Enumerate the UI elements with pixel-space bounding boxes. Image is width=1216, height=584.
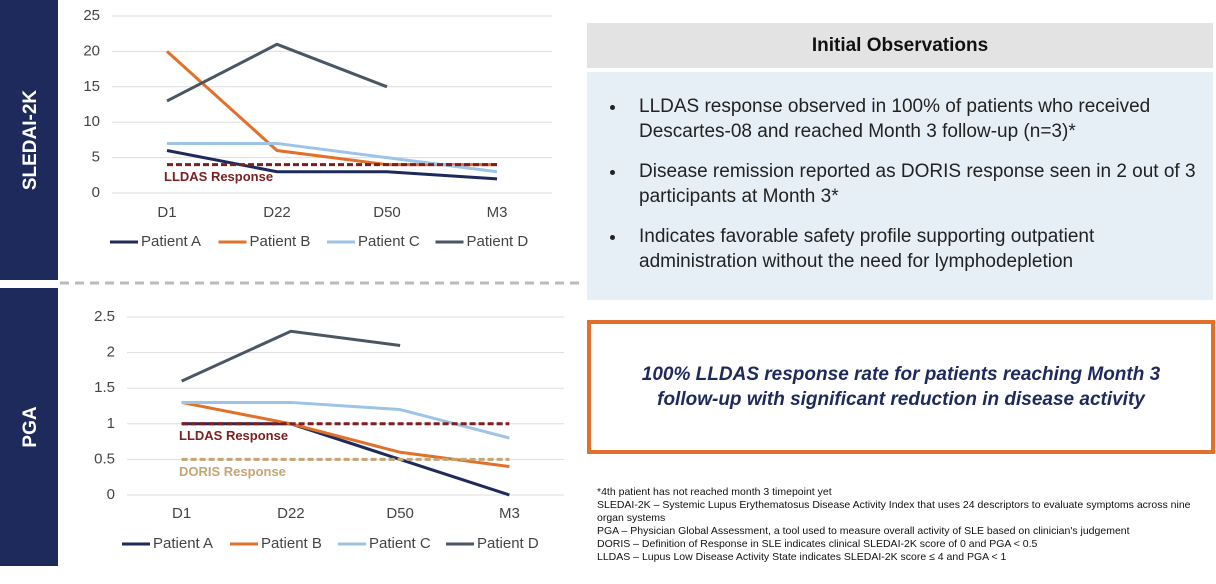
reference-label: LLDAS Response [164, 169, 273, 184]
footnote: SLEDAI-2K – Systemic Lupus Erythematosus… [597, 499, 1191, 524]
highlight-box: 100% LLDAS response rate for patients re… [587, 320, 1215, 454]
y-tick-label: 0 [107, 486, 115, 503]
legend-label: Patient C [369, 535, 431, 552]
legend-label: Patient C [358, 233, 420, 250]
x-tick-label: D50 [373, 204, 401, 221]
footnote: DORIS – Definition of Response in SLE in… [597, 538, 1038, 550]
y-tick-label: 5 [92, 149, 100, 166]
observations-title: Initial Observations [587, 23, 1213, 68]
y-tick-label: 15 [83, 78, 100, 95]
x-tick-label: M3 [487, 204, 508, 221]
bullet-list: LLDAS response observed in 100% of patie… [599, 94, 1199, 274]
panel-label: SLEDAI-2K [20, 90, 41, 191]
footnote: PGA – Physician Global Assessment, a too… [597, 525, 1130, 537]
legend-label: Patient D [467, 233, 529, 250]
legend-label: Patient B [261, 535, 322, 552]
x-tick-label: D22 [277, 505, 305, 522]
x-tick-label: D1 [157, 204, 176, 221]
reference-label: LLDAS Response [179, 428, 288, 443]
series-line [166, 42, 388, 103]
y-tick-label: 2.5 [94, 308, 115, 325]
y-tick-label: 0.5 [94, 450, 115, 467]
y-tick-label: 1 [107, 415, 115, 432]
y-tick-label: 1.5 [94, 379, 115, 396]
reference-label: DORIS Response [179, 464, 286, 479]
bullet: Disease remission reported as DORIS resp… [627, 159, 1199, 209]
legend-label: Patient B [250, 233, 311, 250]
y-tick-label: 2 [107, 344, 115, 361]
panel-band [0, 0, 58, 280]
footnotes: *4th patient has not reached month 3 tim… [597, 486, 1213, 564]
footnote: *4th patient has not reached month 3 tim… [597, 486, 832, 498]
y-tick-label: 10 [83, 113, 100, 130]
series-line [166, 149, 498, 181]
x-tick-label: M3 [499, 505, 520, 522]
y-tick-label: 0 [92, 184, 100, 201]
legend-label: Patient D [477, 535, 539, 552]
y-tick-label: 25 [83, 7, 100, 24]
x-tick-label: D1 [172, 505, 191, 522]
legend-label: Patient A [153, 535, 213, 552]
series-line [165, 50, 497, 167]
y-tick-label: 20 [83, 42, 100, 59]
legend-label: Patient A [141, 233, 201, 250]
panel-label: PGA [20, 406, 41, 447]
series-line [181, 329, 401, 383]
x-tick-label: D50 [386, 505, 414, 522]
panel-band [0, 288, 58, 566]
x-tick-label: D22 [263, 204, 291, 221]
footnote: LLDAS – Lupus Low Disease Activity State… [597, 551, 1007, 563]
observations-body: LLDAS response observed in 100% of patie… [587, 72, 1213, 300]
bullet: LLDAS response observed in 100% of patie… [627, 94, 1199, 144]
bullet: Indicates favorable safety profile suppo… [627, 224, 1199, 274]
